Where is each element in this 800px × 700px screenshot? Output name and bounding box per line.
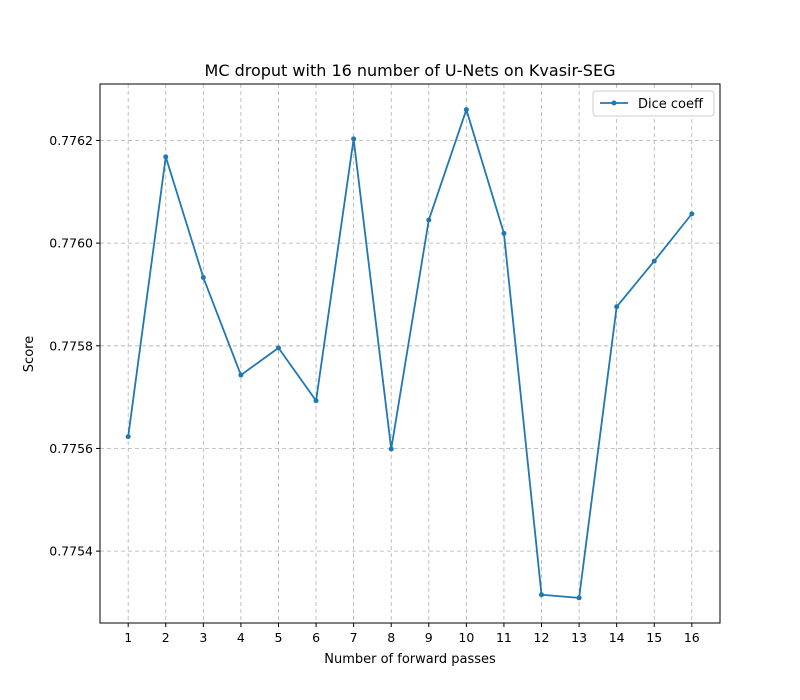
plot-frame bbox=[99, 83, 721, 624]
data-point bbox=[200, 275, 206, 281]
y-axis-label: Score bbox=[22, 336, 37, 372]
x-tick-label: 10 bbox=[458, 630, 474, 645]
x-tick-label: 1 bbox=[124, 630, 132, 645]
data-point bbox=[125, 434, 131, 440]
data-point bbox=[351, 136, 357, 142]
y-axis: 0.7754 0.7756 0.7758 0.7760 0.7762 bbox=[49, 133, 100, 559]
data-point bbox=[163, 154, 169, 160]
data-point bbox=[614, 304, 620, 310]
data-point bbox=[238, 372, 244, 378]
x-tick-label: 16 bbox=[684, 630, 700, 645]
x-tick-label: 2 bbox=[162, 630, 170, 645]
data-point bbox=[689, 211, 695, 217]
data-point bbox=[501, 230, 507, 236]
x-tick-label: 3 bbox=[199, 630, 207, 645]
legend-box bbox=[592, 90, 715, 117]
data-point bbox=[576, 595, 582, 601]
data-point bbox=[275, 345, 281, 351]
x-tick-label: 11 bbox=[496, 630, 512, 645]
data-point bbox=[651, 258, 657, 264]
x-tick-label: 6 bbox=[312, 630, 320, 645]
y-tick-label: 0.7756 bbox=[49, 441, 93, 456]
y-tick-label: 0.7762 bbox=[49, 133, 93, 148]
x-axis: 1 2 3 4 5 6 7 8 9 10 11 12 13 14 15 16 bbox=[124, 623, 700, 645]
grid-lines bbox=[100, 84, 720, 623]
x-tick-label: 7 bbox=[350, 630, 358, 645]
chart-title: MC droput with 16 number of U-Nets on Kv… bbox=[205, 61, 616, 80]
y-tick-label: 0.7758 bbox=[49, 338, 93, 353]
y-tick-label: 0.7760 bbox=[49, 236, 93, 251]
data-point bbox=[388, 446, 394, 452]
data-point bbox=[463, 107, 469, 113]
x-tick-label: 5 bbox=[275, 630, 283, 645]
x-tick-label: 15 bbox=[646, 630, 662, 645]
series-layer bbox=[125, 107, 695, 601]
legend-marker bbox=[611, 100, 617, 106]
data-point bbox=[539, 592, 545, 598]
x-tick-label: 8 bbox=[387, 630, 395, 645]
legend-label: Dice coeff bbox=[638, 97, 704, 112]
legend: Dice coeff bbox=[592, 90, 715, 117]
x-tick-label: 4 bbox=[237, 630, 245, 645]
data-point bbox=[426, 217, 432, 223]
y-tick-label: 0.7754 bbox=[49, 544, 93, 559]
x-tick-label: 13 bbox=[571, 630, 587, 645]
plot-area bbox=[100, 84, 720, 623]
x-tick-label: 9 bbox=[425, 630, 433, 645]
x-tick-label: 12 bbox=[534, 630, 550, 645]
data-point bbox=[313, 398, 319, 404]
x-axis-label: Number of forward passes bbox=[324, 652, 496, 667]
series-line bbox=[127, 108, 693, 599]
x-tick-label: 14 bbox=[609, 630, 625, 645]
